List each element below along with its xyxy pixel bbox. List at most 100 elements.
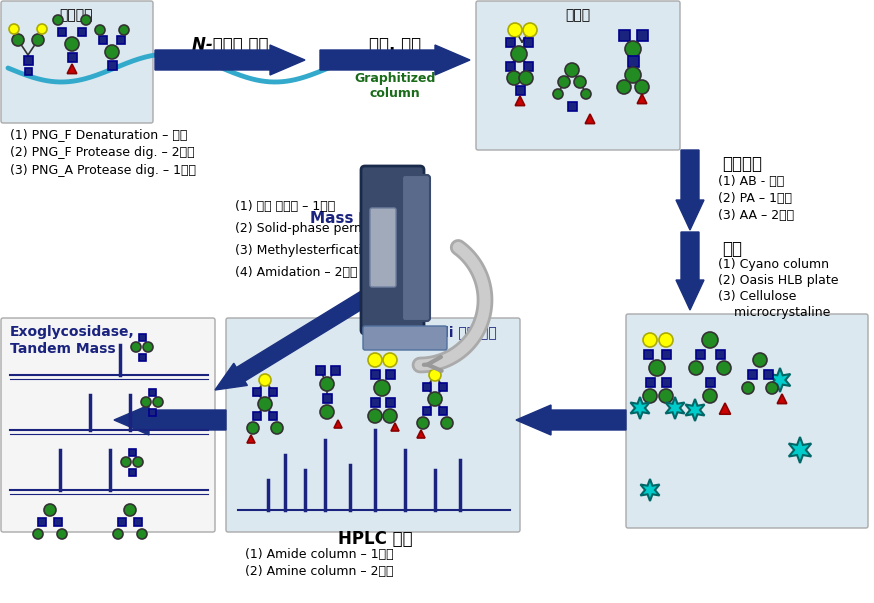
Circle shape bbox=[33, 529, 43, 539]
Bar bbox=[524, 62, 532, 71]
Bar bbox=[38, 518, 46, 526]
Bar bbox=[567, 101, 577, 110]
Bar bbox=[67, 52, 77, 62]
Circle shape bbox=[523, 23, 537, 37]
Circle shape bbox=[105, 45, 119, 59]
Bar bbox=[423, 407, 431, 415]
Text: microcrystaline: microcrystaline bbox=[718, 306, 830, 319]
Text: (2) Solid-phase permethylation: (2) Solid-phase permethylation bbox=[235, 222, 429, 235]
Bar bbox=[58, 28, 66, 36]
Bar bbox=[646, 377, 655, 387]
Bar bbox=[253, 388, 261, 396]
Polygon shape bbox=[215, 288, 374, 390]
Circle shape bbox=[703, 389, 717, 403]
Circle shape bbox=[383, 409, 397, 423]
Bar bbox=[439, 407, 447, 415]
Circle shape bbox=[428, 392, 442, 406]
Text: (1) 직접 검출법 – 1세부: (1) 직접 검출법 – 1세부 bbox=[235, 200, 336, 213]
FancyBboxPatch shape bbox=[226, 318, 520, 532]
Circle shape bbox=[625, 67, 641, 83]
Circle shape bbox=[519, 71, 533, 85]
Polygon shape bbox=[247, 435, 255, 443]
Circle shape bbox=[12, 34, 24, 46]
Circle shape bbox=[368, 353, 382, 367]
Text: (2) Amine column – 2세부: (2) Amine column – 2세부 bbox=[245, 565, 393, 578]
Bar bbox=[524, 37, 532, 46]
Circle shape bbox=[113, 529, 123, 539]
Text: (2) PA – 1세부: (2) PA – 1세부 bbox=[718, 192, 792, 205]
FancyBboxPatch shape bbox=[363, 326, 447, 350]
Bar bbox=[149, 408, 156, 415]
Bar bbox=[253, 412, 261, 420]
Bar bbox=[330, 365, 339, 374]
Circle shape bbox=[659, 389, 673, 403]
Circle shape bbox=[511, 46, 527, 62]
Bar bbox=[636, 30, 648, 40]
Bar bbox=[439, 383, 447, 391]
Bar bbox=[269, 412, 277, 420]
Circle shape bbox=[742, 382, 754, 394]
Polygon shape bbox=[630, 397, 649, 419]
FancyBboxPatch shape bbox=[476, 1, 680, 150]
Bar bbox=[423, 383, 431, 391]
Circle shape bbox=[441, 417, 453, 429]
Bar bbox=[323, 394, 331, 402]
Bar bbox=[643, 350, 653, 359]
FancyBboxPatch shape bbox=[361, 166, 424, 334]
Polygon shape bbox=[67, 64, 77, 74]
Bar bbox=[316, 365, 324, 374]
Text: (2) Oasis HLB plate: (2) Oasis HLB plate bbox=[718, 274, 838, 287]
Circle shape bbox=[617, 80, 631, 94]
Bar bbox=[128, 469, 135, 476]
Text: (1) AB - 공동: (1) AB - 공동 bbox=[718, 175, 784, 188]
Polygon shape bbox=[334, 420, 342, 428]
Bar bbox=[24, 68, 31, 75]
Text: Exoglycosidase,: Exoglycosidase, bbox=[10, 325, 135, 339]
Circle shape bbox=[121, 457, 131, 467]
Text: Graphitized
column: Graphitized column bbox=[354, 72, 435, 100]
Circle shape bbox=[643, 389, 657, 403]
Polygon shape bbox=[685, 399, 704, 421]
Text: 분리, 정제: 분리, 정제 bbox=[369, 36, 421, 54]
Bar bbox=[716, 350, 725, 359]
Bar bbox=[371, 397, 379, 406]
Circle shape bbox=[753, 353, 767, 367]
Bar bbox=[705, 377, 715, 387]
Polygon shape bbox=[676, 232, 704, 310]
Circle shape bbox=[32, 34, 44, 46]
Circle shape bbox=[259, 374, 271, 386]
FancyBboxPatch shape bbox=[1, 1, 153, 123]
Bar bbox=[505, 62, 515, 71]
Bar bbox=[134, 518, 142, 526]
Circle shape bbox=[119, 25, 129, 35]
Polygon shape bbox=[515, 96, 524, 106]
Bar bbox=[662, 377, 670, 387]
Polygon shape bbox=[155, 45, 305, 75]
Circle shape bbox=[659, 333, 673, 347]
Polygon shape bbox=[719, 403, 731, 414]
Text: 정제: 정제 bbox=[722, 240, 742, 258]
Circle shape bbox=[143, 342, 153, 352]
Bar bbox=[505, 37, 515, 46]
Polygon shape bbox=[586, 114, 595, 124]
Text: Tandem Mass: Tandem Mass bbox=[10, 342, 115, 356]
Circle shape bbox=[429, 369, 441, 381]
Circle shape bbox=[133, 457, 143, 467]
Circle shape bbox=[95, 25, 105, 35]
Text: HPLC 분석: HPLC 분석 bbox=[337, 530, 413, 548]
Circle shape bbox=[689, 361, 703, 375]
Circle shape bbox=[417, 417, 429, 429]
Text: 당단백질: 당단백질 bbox=[59, 8, 93, 22]
Bar bbox=[24, 55, 32, 65]
Bar bbox=[385, 370, 394, 379]
Circle shape bbox=[57, 529, 67, 539]
Bar bbox=[385, 397, 394, 406]
Circle shape bbox=[508, 23, 522, 37]
Polygon shape bbox=[114, 405, 226, 435]
Circle shape bbox=[649, 360, 665, 376]
Circle shape bbox=[141, 397, 151, 407]
Bar bbox=[108, 60, 116, 69]
Circle shape bbox=[44, 504, 56, 516]
Circle shape bbox=[81, 15, 91, 25]
Polygon shape bbox=[516, 405, 626, 435]
